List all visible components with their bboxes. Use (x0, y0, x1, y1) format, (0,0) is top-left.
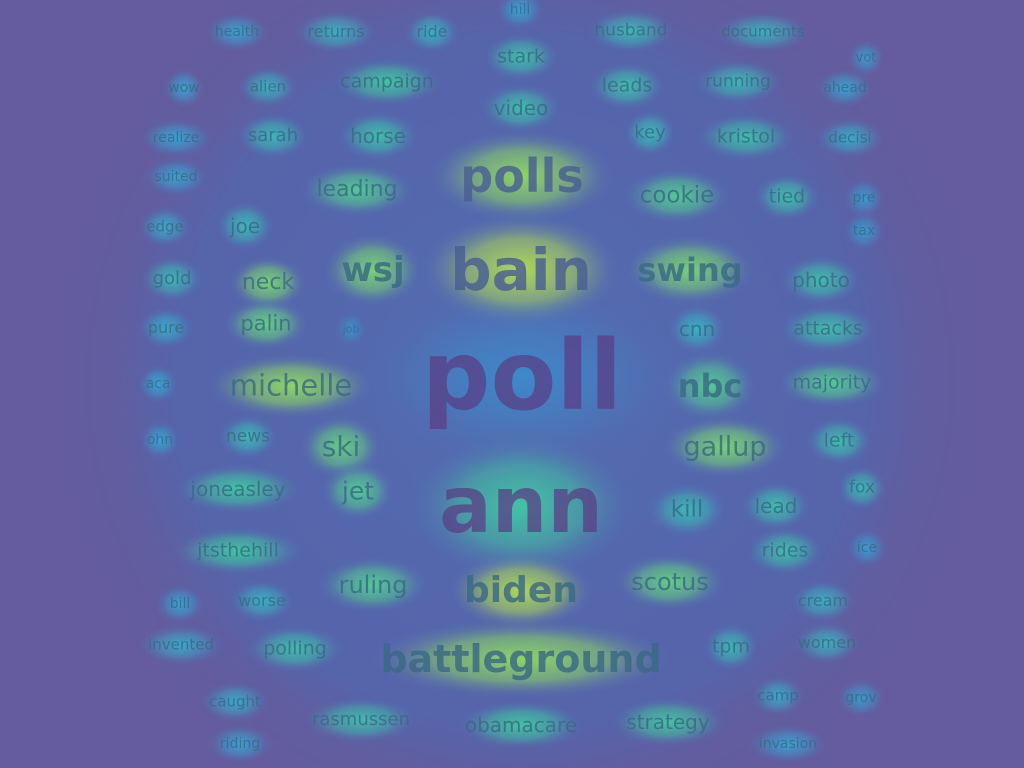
word-jet: jet (341, 476, 375, 506)
word-key: key (634, 122, 666, 143)
word-worse: worse (238, 591, 286, 610)
word-michelle: michelle (229, 368, 353, 403)
word-alien: alien (249, 77, 287, 96)
word-bain: bain (450, 236, 592, 304)
word-news: news (226, 426, 270, 447)
word-rides: rides (761, 539, 809, 562)
word-wow: wow (168, 80, 200, 96)
word-camp: camp (757, 686, 799, 705)
word-documents: documents (721, 22, 805, 41)
word-biden: biden (464, 570, 578, 611)
word-aca: aca (145, 376, 171, 392)
word-husband: husband (594, 20, 668, 41)
word-ann: ann (439, 461, 603, 551)
word-pure: pure (147, 318, 185, 337)
word-campaign: campaign (340, 70, 434, 93)
word-ski: ski (321, 430, 361, 463)
word-pre: pre (852, 190, 876, 206)
word-bill: bill (169, 596, 191, 612)
word-ruling: ruling (338, 571, 408, 599)
word-joe: joe (229, 214, 261, 238)
word-photo: photo (792, 268, 850, 292)
word-lead: lead (754, 494, 798, 518)
word-nbc: nbc (677, 367, 743, 405)
word-invented: invented (148, 635, 214, 654)
word-tax: tax (852, 223, 876, 239)
word-job: job (342, 322, 360, 336)
word-gallup: gallup (683, 431, 767, 463)
word-swing: swing (637, 251, 743, 289)
word-battleground: battleground (380, 637, 662, 681)
word-tpm: tpm (711, 635, 751, 658)
word-ice: ice (856, 540, 878, 556)
word-invasion: invasion (758, 736, 818, 752)
word-tied: tied (768, 185, 806, 208)
word-palin: palin (240, 311, 292, 336)
word-stark: stark (497, 45, 545, 68)
word-leading: leading (316, 177, 398, 202)
word-ohn: ohn (146, 432, 174, 448)
word-kill: kill (670, 496, 704, 523)
word-suited: suited (154, 169, 198, 185)
word-decisi: decisi (828, 128, 872, 147)
word-wsj: wsj (341, 250, 405, 290)
word-neck: neck (241, 270, 295, 295)
word-running: running (705, 71, 771, 92)
word-strategy: strategy (626, 710, 710, 734)
word-grov: grov (845, 690, 877, 706)
word-returns: returns (307, 22, 365, 41)
word-jtsthehill: jtsthehill (197, 539, 279, 562)
word-poll: poll (421, 320, 623, 432)
word-caught: caught (209, 692, 261, 711)
word-leads: leads (601, 74, 653, 97)
word-left: left (823, 429, 855, 452)
word-scotus: scotus (631, 568, 709, 596)
word-polls: polls (460, 149, 584, 203)
word-vot: vot (855, 50, 877, 66)
word-edge: edge (146, 217, 184, 236)
word-attacks: attacks (793, 317, 863, 340)
word-ahead: ahead (823, 80, 867, 96)
word-cookie: cookie (639, 182, 715, 209)
word-women: women (797, 633, 857, 652)
word-majority: majority (792, 371, 872, 394)
word-horse: horse (350, 124, 406, 148)
word-joneasley: joneasley (190, 477, 286, 501)
word-polling: polling (263, 637, 327, 660)
word-ride: ride (416, 22, 448, 41)
word-riding: riding (219, 736, 261, 752)
word-realize: realize (152, 130, 200, 146)
word-hill: hill (509, 2, 531, 18)
word-obamacare: obamacare (464, 713, 578, 737)
word-fox: fox (849, 477, 875, 498)
word-cream: cream (797, 591, 849, 610)
word-rasmussen: rasmussen (312, 709, 410, 730)
word-health: health (214, 24, 260, 40)
word-cnn: cnn (678, 317, 716, 341)
word-sarah: sarah (247, 125, 299, 146)
word-kristol: kristol (716, 125, 776, 148)
word-gold: gold (152, 268, 192, 289)
word-video: video (493, 96, 549, 120)
